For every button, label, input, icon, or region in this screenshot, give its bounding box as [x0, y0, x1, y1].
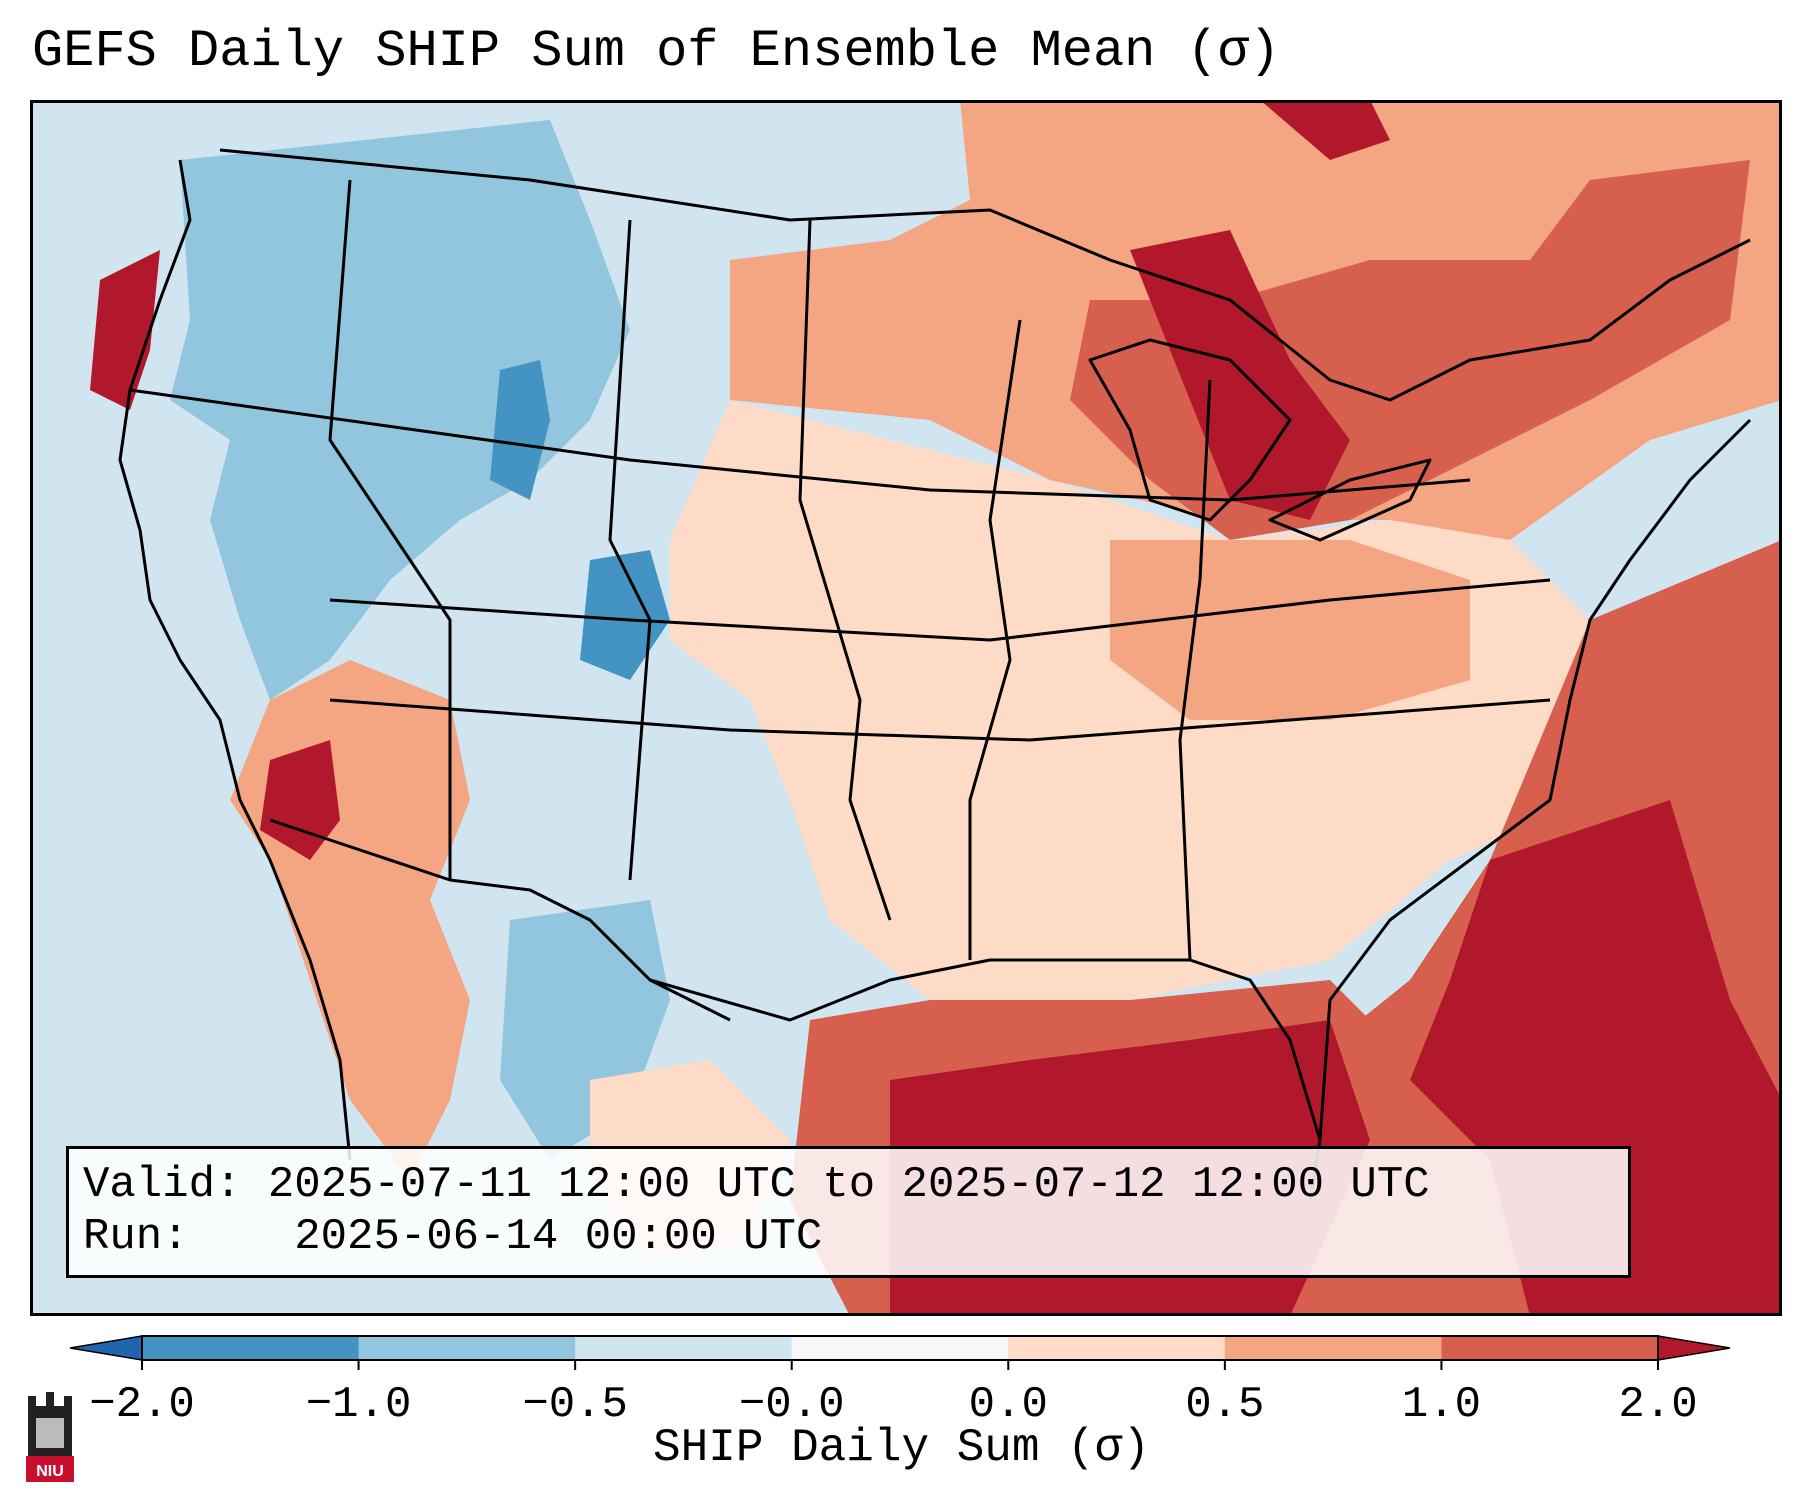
colorbar: −2.0 −1.0 −0.5 −0.0 0.0 0.5 1.0 2.0	[69, 1335, 1731, 1430]
atlantic-coast	[1318, 418, 1752, 1141]
state-line-horizontal-2	[329, 578, 1551, 642]
colorbar-bin	[575, 1336, 793, 1360]
anomaly-region-great-lakes-extreme	[1130, 230, 1350, 520]
map-panel	[30, 100, 1782, 1316]
colorbar-tick-label: 2.0	[1618, 1380, 1697, 1430]
mexico-border	[269, 818, 731, 1022]
gulf-coast	[649, 958, 1322, 1201]
colorbar-bin	[142, 1336, 360, 1360]
colorbar-bins	[69, 1335, 1731, 1361]
valid-line: Valid: 2025-07-11 12:00 UTC to 2025-07-1…	[83, 1159, 1430, 1211]
valid-run-info-box: Valid: 2025-07-11 12:00 UTC to 2025-07-1…	[66, 1146, 1631, 1278]
state-line-plains	[608, 219, 652, 881]
valid-label: Valid:	[83, 1160, 242, 1210]
colorbar-tick-label: −0.5	[522, 1380, 628, 1430]
run-value: 2025-06-14 00:00 UTC	[294, 1212, 823, 1262]
state-line-horizontal-1	[129, 388, 1471, 502]
map-frame	[30, 100, 1782, 1316]
chart-title: GEFS Daily SHIP Sum of Ensemble Mean (σ)	[32, 22, 1281, 81]
colorbar-bin	[1224, 1336, 1442, 1360]
canada-border	[219, 148, 1751, 402]
valid-value: 2025-07-11 12:00 UTC to 2025-07-12 12:00…	[267, 1160, 1430, 1210]
run-label: Run:	[83, 1212, 189, 1262]
colorbar-tick-label: −0.0	[739, 1380, 845, 1430]
colorbar-tick-label: 1.0	[1402, 1380, 1481, 1430]
colorbar-bin-underflow-arrow	[69, 1335, 143, 1361]
state-line-east	[1178, 379, 1212, 961]
run-line: Run: 2025-06-14 00:00 UTC	[83, 1211, 822, 1263]
state-line-mississippi	[968, 319, 1022, 960]
anomaly-region-midwest-positive	[1110, 540, 1470, 720]
colorbar-bin	[1441, 1336, 1659, 1360]
colorbar-tick-label: 0.5	[1185, 1380, 1264, 1430]
state-line-horizontal-3	[329, 698, 1551, 742]
colorbar-bin	[1008, 1336, 1226, 1360]
colorbar-bin-overflow-arrow	[1657, 1335, 1731, 1361]
anomaly-region-california-extreme	[260, 740, 340, 860]
colorbar-label: SHIP Daily Sum (σ)	[653, 1422, 1150, 1474]
anomaly-region-oregon-coast-extreme	[90, 250, 160, 410]
anomaly-region-northwest-negative	[170, 120, 630, 700]
coastline-west	[118, 159, 352, 1161]
anomaly-region-hudson-extreme	[1260, 100, 1390, 160]
colorbar-tick-label: −1.0	[306, 1380, 412, 1430]
colorbar-tick-label: −2.0	[89, 1380, 195, 1430]
colorbar-bin	[791, 1336, 1009, 1360]
state-line-midwest	[798, 219, 892, 921]
anomaly-region-wyoming-strong-negative	[490, 360, 550, 500]
colorbar-bin	[358, 1336, 576, 1360]
niu-logo: NIU	[26, 1392, 74, 1482]
colorbar-ticks: −2.0 −1.0 −0.5 −0.0 0.0 0.5 1.0 2.0	[89, 1360, 1698, 1430]
logo-text: NIU	[36, 1463, 64, 1480]
colorbar-tick-label: 0.0	[969, 1380, 1048, 1430]
great-lakes-outline	[1088, 338, 1292, 522]
colorbar-frame	[141, 1335, 1659, 1361]
state-line-rockies	[328, 179, 452, 880]
boundaries	[118, 148, 1752, 1201]
lake-erie-outline	[1268, 458, 1432, 542]
